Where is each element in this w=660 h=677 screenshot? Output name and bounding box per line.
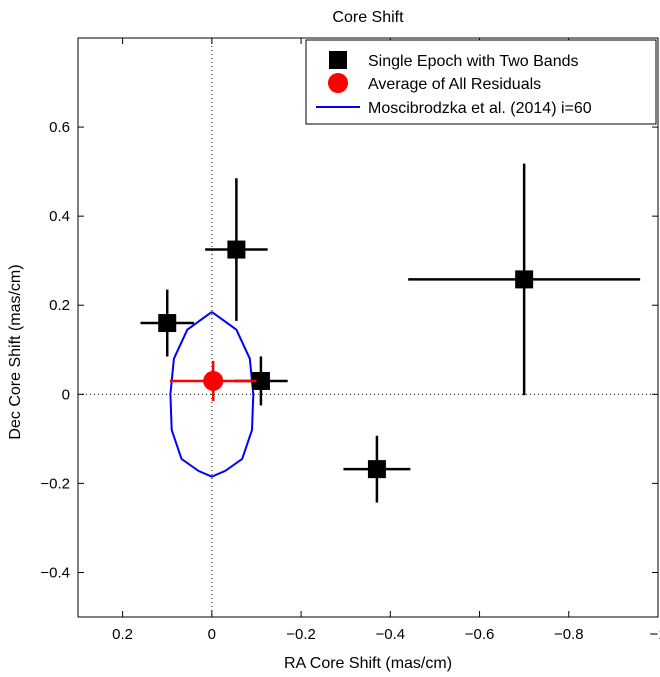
- legend-label: Average of All Residuals: [368, 76, 541, 93]
- y-tick-label: 0.4: [49, 208, 70, 225]
- epoch-point-marker: [251, 371, 270, 390]
- y-tick-label: −0.4: [40, 564, 70, 581]
- x-tick-label: −1: [649, 626, 660, 643]
- epoch-point-marker: [227, 240, 246, 259]
- legend-swatch-square: [329, 51, 347, 69]
- average-point-marker: [203, 370, 224, 391]
- x-tick-label: −0.8: [554, 626, 584, 643]
- x-tick-label: 0.2: [112, 626, 133, 643]
- model-curve: [169, 311, 255, 478]
- epoch-point-marker: [158, 314, 177, 333]
- plot-area: 0.2 0 −0.2 −0.4 −0.6 −0.8 −1 −0.4 −0.2 0 0.2 0.4 0.6: [40, 37, 660, 643]
- y-axis-title: Dec Core Shift (mas/cm): [7, 264, 24, 439]
- legend-swatch-circle: [328, 73, 348, 93]
- y-tick-label: 0: [62, 386, 70, 403]
- y-tick-label: 0.6: [49, 119, 70, 136]
- legend-box: [305, 39, 657, 125]
- x-tick-label: −0.6: [465, 626, 495, 643]
- y-tick-label: 0.2: [49, 297, 70, 314]
- legend-label: Moscibrodzka et al. (2014) i=60: [368, 100, 592, 117]
- x-tick-label: −0.4: [375, 626, 405, 643]
- legend-label: Single Epoch with Two Bands: [368, 53, 579, 70]
- x-tick-label: −0.2: [286, 626, 316, 643]
- axes-frame: [77, 37, 659, 618]
- chart-title: Core Shift: [332, 9, 404, 26]
- x-tick-label: 0: [208, 626, 216, 643]
- epoch-point-marker: [515, 270, 534, 289]
- x-axis-title: RA Core Shift (mas/cm): [284, 655, 452, 672]
- legend: Single Epoch with Two Bands Average of Al…: [305, 39, 657, 125]
- y-tick-label: −0.2: [40, 475, 70, 492]
- epoch-point-marker: [367, 460, 386, 479]
